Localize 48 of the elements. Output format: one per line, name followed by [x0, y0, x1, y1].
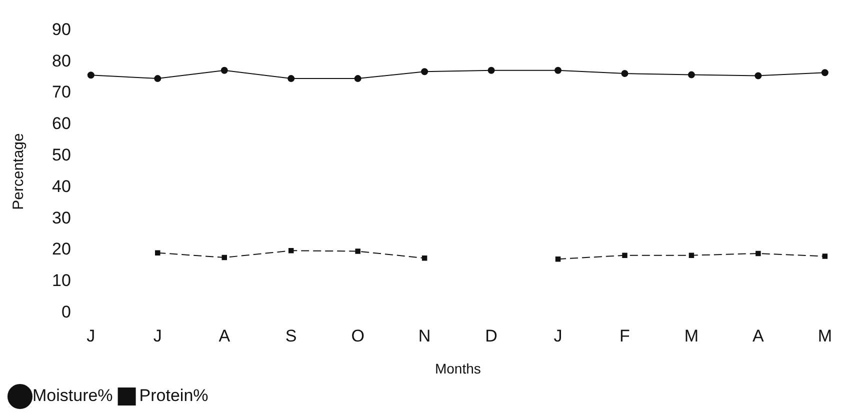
point	[154, 75, 162, 82]
y-axis-title: Percentage	[10, 133, 28, 210]
point	[555, 256, 561, 262]
point	[554, 66, 562, 74]
y-tick-label: 90	[52, 20, 71, 39]
point	[155, 250, 160, 256]
legend-label: Moisture%	[32, 386, 113, 406]
point	[621, 70, 628, 78]
x-axis-title: Months	[434, 360, 481, 376]
point	[288, 248, 294, 254]
point	[688, 252, 694, 258]
x-tick-label: M	[684, 326, 699, 346]
x-tick-label: F	[620, 326, 630, 346]
point	[354, 75, 362, 82]
x-tick-label: S	[285, 326, 297, 346]
legend-label: Protein%	[139, 386, 208, 406]
point	[821, 69, 828, 76]
x-tick-label: A	[752, 326, 765, 346]
point	[622, 252, 628, 258]
x-tick-label: M	[818, 326, 832, 346]
y-tick-label: 60	[52, 114, 71, 134]
x-tick-label: J	[554, 326, 562, 346]
y-tick-label: 40	[52, 176, 71, 196]
point	[288, 75, 295, 82]
point	[421, 68, 428, 76]
y-tick-label: 50	[52, 145, 71, 164]
point	[754, 72, 762, 80]
point	[422, 256, 428, 261]
point	[688, 71, 695, 78]
point	[488, 66, 495, 74]
y-tick-label: 10	[52, 271, 71, 290]
point	[220, 66, 228, 74]
x-tick-label: N	[418, 326, 431, 346]
y-tick-label: 30	[52, 208, 71, 228]
y-tick-label: 0	[61, 302, 71, 322]
y-tick-label: 80	[52, 51, 71, 70]
y-tick-label: 20	[52, 240, 71, 259]
x-tick-label: A	[218, 326, 231, 346]
x-tick-label: J	[153, 326, 162, 346]
point	[822, 254, 828, 259]
point	[87, 72, 94, 79]
x-tick-label: J	[86, 326, 96, 346]
y-tick-label: 70	[52, 82, 71, 102]
point	[355, 248, 360, 254]
x-tick-label: D	[485, 326, 498, 346]
x-tick-label: O	[351, 326, 364, 346]
point	[222, 254, 227, 260]
point	[756, 250, 761, 256]
